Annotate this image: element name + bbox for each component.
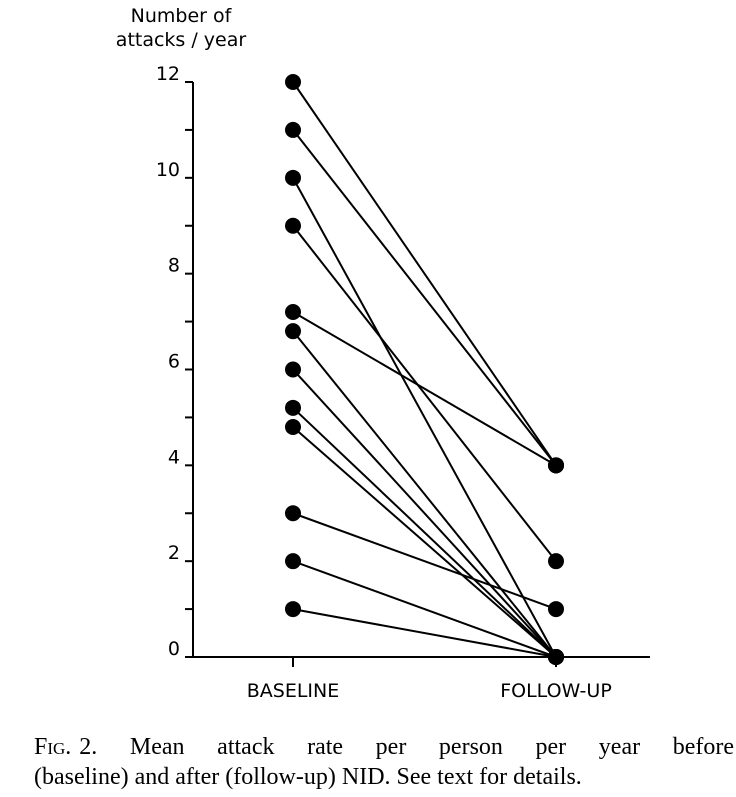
baseline-point (285, 505, 301, 522)
y-tick-label: 8 (168, 255, 180, 277)
baseline-point (285, 399, 301, 416)
series-lines (292, 81, 557, 658)
caption-fig-label: Fig. (34, 734, 72, 760)
baseline-point (285, 361, 301, 378)
y-tick-label: 4 (168, 446, 180, 468)
baseline-point (285, 553, 301, 570)
series-line (292, 177, 557, 658)
baseline-point (285, 74, 301, 90)
series-line (292, 560, 557, 658)
series-line (292, 368, 557, 658)
y-tick-label: 6 (168, 351, 180, 373)
baseline-point (285, 304, 301, 320)
axis-labels: 0 2 4 6 8 10 12 BASELINE FOLLOW-UP (156, 63, 612, 702)
caption-line-1-text: 2. Mean attack rate per person per year … (79, 734, 734, 760)
caption-line-2: (baseline) and after (follow-up) NID. Se… (34, 764, 582, 790)
data-points (285, 74, 564, 665)
figure-caption: Fig. 2. Mean attack rate per person per … (34, 732, 734, 792)
x-tick-label: BASELINE (247, 680, 340, 702)
series-line (292, 512, 557, 611)
follow-up-point (548, 553, 564, 570)
follow-up-point (548, 649, 564, 665)
series-line (292, 129, 557, 466)
caption-line-1: Fig. 2. Mean attack rate per person per … (34, 732, 734, 762)
baseline-point (285, 419, 301, 435)
y-tick-label: 0 (168, 638, 180, 660)
y-axis-label-line2: attacks / year (115, 29, 247, 51)
slope-chart: 0 2 4 6 8 10 12 BASELINE FOLLOW-UP (156, 63, 650, 702)
series-line (292, 311, 557, 467)
x-tick-label: FOLLOW-UP (500, 680, 612, 702)
series-line (292, 81, 557, 466)
y-axis-label-line1: Number of (130, 5, 232, 27)
chart-axes (185, 81, 650, 667)
series-line (292, 225, 557, 562)
baseline-point (285, 217, 301, 234)
series-line (292, 407, 557, 658)
baseline-point (285, 323, 301, 340)
baseline-point (285, 169, 301, 186)
series-line (292, 426, 557, 658)
follow-up-point (548, 601, 564, 618)
series-line (292, 608, 557, 658)
y-tick-label: 2 (168, 542, 180, 564)
baseline-point (285, 601, 301, 618)
baseline-point (285, 121, 301, 138)
y-tick-label: 10 (156, 159, 180, 181)
y-axis-label: Number of attacks / year (96, 4, 266, 52)
series-line (292, 330, 557, 658)
y-tick-label: 12 (156, 63, 180, 85)
follow-up-point (548, 457, 564, 474)
